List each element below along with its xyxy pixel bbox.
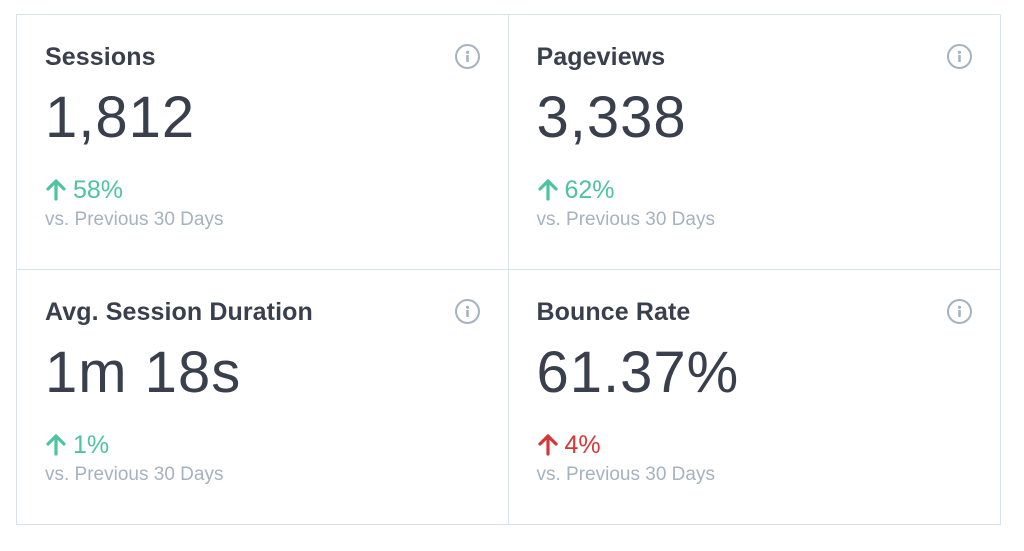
metric-change: 4% bbox=[537, 431, 1001, 459]
metric-change-value: 58% bbox=[73, 176, 124, 204]
metric-comparison: vs. Previous 30 Days bbox=[45, 209, 224, 230]
metric-change-value: 1% bbox=[73, 430, 110, 459]
metric-title: Bounce Rate bbox=[536, 297, 691, 326]
metric-title: Pageviews bbox=[536, 43, 666, 71]
metric-change: 58% bbox=[45, 176, 508, 204]
metric-change-value: 4% bbox=[564, 430, 601, 459]
metric-card-sessions: Sessions 1,812 58% vs. Previous 30 Days bbox=[17, 15, 509, 270]
stats-grid: Sessions 1,812 58% vs. Previous 30 Days … bbox=[16, 14, 1001, 525]
arrow-up-icon bbox=[46, 433, 66, 456]
arrow-up-icon bbox=[537, 179, 558, 201]
info-icon[interactable] bbox=[947, 298, 972, 324]
metric-comparison: vs. Previous 30 Days bbox=[45, 463, 224, 485]
metric-comparison: vs. Previous 30 Days bbox=[536, 209, 715, 230]
metric-card-avg-session-duration: Avg. Session Duration 1m 18s 1% vs. Prev… bbox=[17, 269, 509, 524]
info-icon[interactable] bbox=[454, 44, 480, 69]
metric-change: 62% bbox=[537, 176, 1001, 204]
metric-value: 1,812 bbox=[45, 85, 196, 150]
metric-card-pageviews: Pageviews 3,338 62% vs. Previous 30 Days bbox=[508, 15, 1001, 270]
metric-card-bounce-rate: Bounce Rate 61.37% 4% vs. Previous 30 Da… bbox=[509, 270, 1001, 525]
metric-title: Sessions bbox=[45, 43, 156, 71]
arrow-up-icon bbox=[46, 179, 66, 201]
metric-change-value: 62% bbox=[564, 176, 615, 204]
info-icon[interactable] bbox=[947, 44, 972, 69]
metric-comparison: vs. Previous 30 Days bbox=[536, 463, 715, 485]
info-icon[interactable] bbox=[454, 298, 480, 324]
metric-value: 3,338 bbox=[536, 85, 687, 150]
metric-value: 1m 18s bbox=[45, 339, 242, 405]
arrow-up-icon bbox=[537, 433, 558, 456]
metric-title: Avg. Session Duration bbox=[45, 297, 313, 326]
metric-value: 61.37% bbox=[536, 339, 740, 405]
metric-change: 1% bbox=[45, 431, 508, 459]
